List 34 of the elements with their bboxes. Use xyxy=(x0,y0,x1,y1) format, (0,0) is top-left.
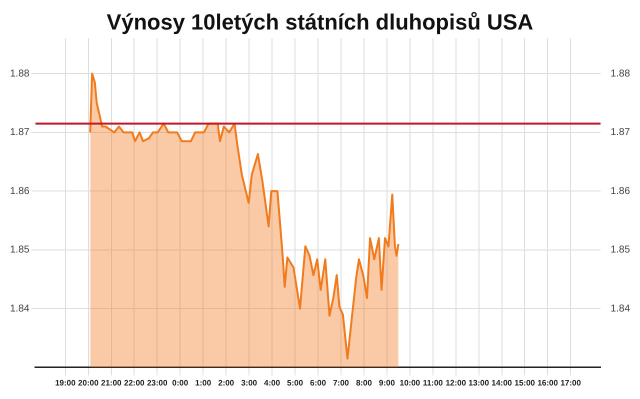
x-tick-label: 6:00 xyxy=(310,378,327,388)
x-tick-label: 22:00 xyxy=(124,378,146,388)
x-tick-label: 4:00 xyxy=(264,378,281,388)
y-tick-label: 1.88 xyxy=(10,68,30,80)
y-tick-label: 1.85 xyxy=(10,244,30,256)
y2-tick-label: 1.85 xyxy=(610,244,630,256)
x-tick-label: 9:00 xyxy=(378,378,396,388)
x-tick-label: 21:00 xyxy=(101,378,122,388)
x-tick-label: 11:00 xyxy=(422,378,444,388)
x-tick-label: 2:00 xyxy=(218,378,235,388)
x-tick-label: 20:00 xyxy=(78,378,100,388)
x-tick-label: 7:00 xyxy=(332,378,350,388)
x-tick-label: 10:00 xyxy=(400,378,421,388)
y2-tick-label: 1.88 xyxy=(610,68,630,80)
x-tick-label: 15:00 xyxy=(514,378,536,388)
x-tick-label: 23:00 xyxy=(146,378,168,388)
x-tick-label: 13:00 xyxy=(468,378,490,388)
x-tick-label: 3:00 xyxy=(241,378,258,388)
y2-tick-label: 1.87 xyxy=(610,127,630,138)
x-tick-label: 16:00 xyxy=(537,378,558,388)
x-tick-label: 17:00 xyxy=(560,378,582,388)
x-tick-label: 19:00 xyxy=(55,378,76,388)
x-tick-label: 5:00 xyxy=(287,378,304,388)
x-tick-label: 1:00 xyxy=(195,378,212,388)
y-tick-label: 1.84 xyxy=(10,303,30,314)
y2-tick-label: 1.86 xyxy=(610,186,630,197)
x-tick-label: 12:00 xyxy=(446,378,467,388)
x-tick-label: 8:00 xyxy=(356,378,372,388)
x-tick-label: 0:00 xyxy=(172,378,189,388)
y2-tick-label: 1.84 xyxy=(610,303,630,314)
x-tick-label: 14:00 xyxy=(492,378,513,388)
y-tick-label: 1.87 xyxy=(10,127,30,138)
y-tick-label: 1.86 xyxy=(10,186,30,197)
chart-title: Výnosy 10letých státních dluhopisů USA xyxy=(106,9,534,34)
